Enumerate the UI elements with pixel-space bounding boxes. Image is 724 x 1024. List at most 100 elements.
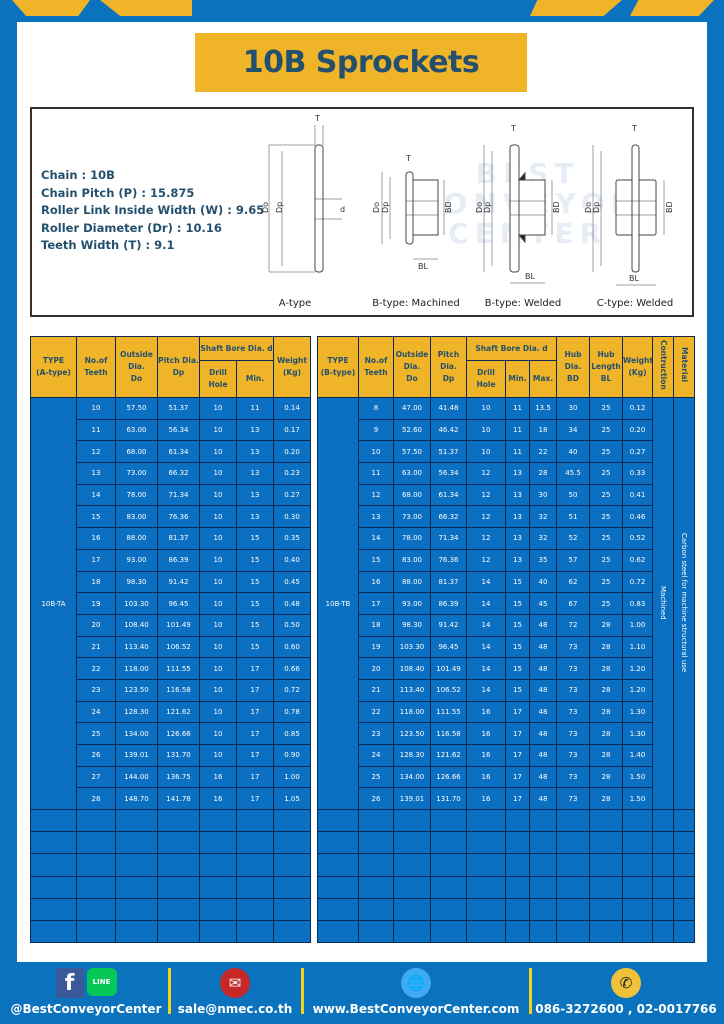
table-cell: 57.50 bbox=[115, 397, 158, 420]
table-cell: 15 bbox=[236, 635, 274, 659]
empty-cell bbox=[157, 831, 200, 855]
table-cell: 24 bbox=[76, 700, 116, 724]
empty-cell bbox=[652, 853, 674, 877]
table-cell: 108.40 bbox=[115, 613, 158, 637]
table-cell: 73.00 bbox=[393, 505, 431, 529]
empty-cell bbox=[430, 831, 467, 855]
phone-numbers[interactable]: 086-3272600 , 02-0017766 bbox=[535, 1002, 717, 1016]
empty-cell bbox=[622, 831, 653, 855]
table-cell: 113.40 bbox=[393, 678, 431, 702]
table-cell: 93.00 bbox=[393, 592, 431, 615]
table-row: 28 148.70 141.78 16 17 1.05 bbox=[31, 787, 311, 811]
table-cell: 13 bbox=[505, 548, 530, 572]
table-cell: 0.23 bbox=[273, 462, 311, 485]
facebook-icon[interactable]: f bbox=[55, 968, 84, 998]
footer-email[interactable]: ✉ sale@nmec.co.th bbox=[175, 962, 295, 1024]
table-cell: 10 bbox=[466, 418, 506, 442]
header-weight: Weight (Kg) bbox=[622, 336, 653, 398]
table-cell: 17 bbox=[236, 765, 274, 789]
label-do: Do bbox=[261, 202, 270, 213]
header-shaft-bore: Shaft Bore Dia. d bbox=[466, 336, 557, 361]
empty-cell bbox=[652, 809, 674, 833]
table-cell: 1.00 bbox=[273, 765, 311, 789]
table-cell: 17 bbox=[505, 722, 530, 745]
table-cell: 1.10 bbox=[622, 635, 653, 659]
table-cell: 52.60 bbox=[393, 418, 431, 442]
table-row: 19 103.30 96.45 14 15 48 73 28 1.10 bbox=[318, 635, 695, 659]
table-row: 12 68.00 61.34 10 13 0.20 bbox=[31, 440, 311, 464]
diagram-a-type bbox=[268, 125, 342, 273]
table-cell: 121.62 bbox=[430, 744, 467, 767]
spec-roller-diameter: Roller Diameter (Dr) : 10.16 bbox=[41, 220, 222, 235]
table-row: 26 139.01 131.70 16 17 48 73 28 1.50 bbox=[318, 787, 695, 811]
table-cell: 86.39 bbox=[430, 592, 467, 615]
empty-row bbox=[30, 853, 311, 877]
empty-cell bbox=[529, 919, 557, 944]
empty-cell bbox=[30, 875, 77, 899]
empty-cell bbox=[76, 919, 116, 944]
table-cell: 21 bbox=[76, 635, 116, 659]
footer-website[interactable]: 🌐 www.BestConveyorCenter.com bbox=[308, 962, 524, 1024]
table-cell: 15 bbox=[236, 527, 274, 550]
table-cell: 16 bbox=[358, 570, 394, 594]
table-cell: 12 bbox=[466, 548, 506, 572]
empty-cell bbox=[157, 875, 200, 899]
table-cell: 17 bbox=[236, 700, 274, 724]
empty-cell bbox=[589, 919, 623, 944]
header-drill-hole: Drill Hole bbox=[466, 360, 506, 398]
empty-cell bbox=[317, 897, 359, 922]
empty-row bbox=[317, 897, 695, 922]
caption-b-machined: B-type: Machined bbox=[372, 298, 460, 309]
table-cell: 13 bbox=[76, 462, 116, 485]
table-cell: 11 bbox=[76, 418, 116, 442]
header-type: TYPE (B-type) bbox=[317, 336, 359, 398]
table-cell: 51.37 bbox=[157, 397, 200, 420]
table-cell: 10 bbox=[199, 440, 237, 464]
table-cell: 48 bbox=[529, 722, 557, 745]
table-cell: 48 bbox=[529, 613, 557, 637]
empty-cell bbox=[358, 919, 394, 944]
table-cell: 91.42 bbox=[430, 613, 467, 637]
website-link[interactable]: www.BestConveyorCenter.com bbox=[312, 1002, 520, 1016]
empty-cell bbox=[430, 919, 467, 944]
table-cell: 14 bbox=[466, 678, 506, 702]
table-cell: 139.01 bbox=[393, 787, 431, 811]
table-cell: 16 bbox=[199, 787, 237, 811]
table-cell: 57.50 bbox=[393, 440, 431, 464]
line-icon[interactable]: LINE bbox=[86, 968, 117, 996]
table-cell: 126.66 bbox=[430, 765, 467, 789]
empty-cell bbox=[430, 809, 467, 833]
footer-phone[interactable]: ✆ 086-3272600 , 02-0017766 bbox=[535, 962, 717, 1024]
contact-footer: f LINE @BestConveyorCenter ✉ sale@nmec.c… bbox=[0, 962, 724, 1024]
table-cell: 1.30 bbox=[622, 722, 653, 745]
empty-cell bbox=[358, 897, 394, 922]
table-cell: 10 bbox=[199, 744, 237, 767]
table-cell: 0.40 bbox=[273, 548, 311, 572]
empty-cell bbox=[529, 897, 557, 922]
table-cell: 98.30 bbox=[115, 570, 158, 594]
table-cell: 17 bbox=[236, 744, 274, 767]
table-cell: 10 bbox=[199, 678, 237, 702]
table-cell: 61.34 bbox=[430, 483, 467, 507]
empty-cell bbox=[622, 853, 653, 877]
email-link[interactable]: sale@nmec.co.th bbox=[177, 1002, 293, 1016]
empty-cell bbox=[358, 875, 394, 899]
table-cell: 26 bbox=[358, 787, 394, 811]
label-bl: BL bbox=[418, 262, 428, 271]
empty-cell bbox=[589, 897, 623, 922]
table-cell: 10 bbox=[466, 440, 506, 464]
social-handle[interactable]: @BestConveyorCenter bbox=[10, 1002, 162, 1016]
table-cell: 16 bbox=[466, 765, 506, 789]
label-do: Do bbox=[475, 202, 484, 213]
footer-social[interactable]: f LINE @BestConveyorCenter bbox=[10, 962, 162, 1024]
empty-cell bbox=[556, 809, 590, 833]
table-cell: 10 bbox=[199, 635, 237, 659]
table-cell: 13 bbox=[505, 462, 530, 485]
empty-cell bbox=[115, 831, 158, 855]
table-cell: 11 bbox=[236, 397, 274, 420]
table-cell: 121.62 bbox=[157, 700, 200, 724]
table-cell: 128.30 bbox=[393, 744, 431, 767]
table-row: 18 98.30 91.42 14 15 48 72 28 1.00 bbox=[318, 613, 695, 637]
table-cell: 57 bbox=[556, 548, 590, 572]
empty-cell bbox=[273, 831, 311, 855]
